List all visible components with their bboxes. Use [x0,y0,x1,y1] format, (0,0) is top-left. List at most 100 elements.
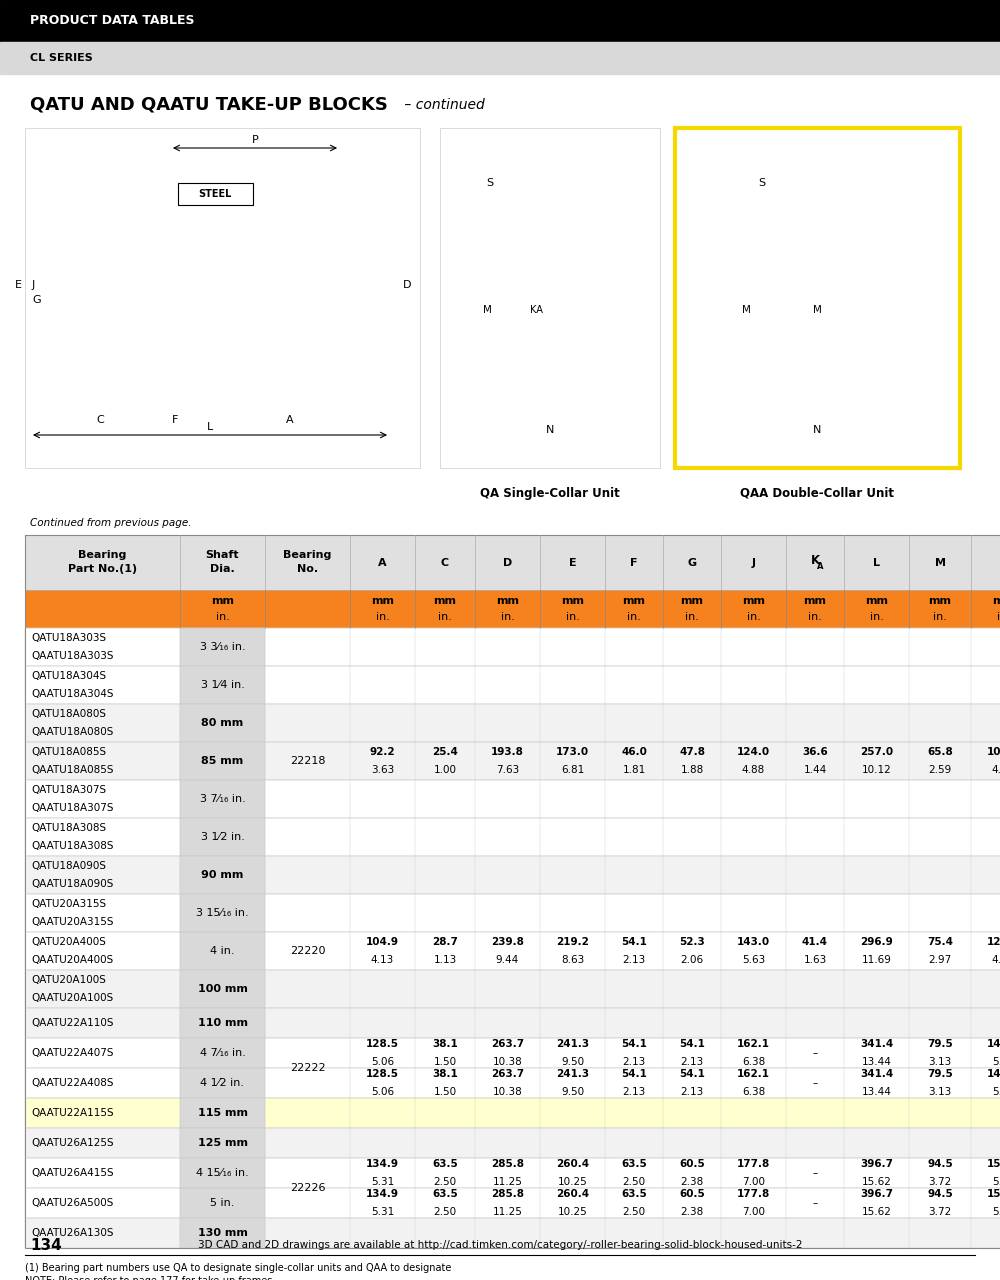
Text: 162.1: 162.1 [737,1069,770,1079]
Bar [25,818,1000,856]
Text: QAATU26A125S: QAATU26A125S [31,1138,114,1148]
Text: QATU18A307S: QATU18A307S [31,785,106,795]
Bar [180,1188,265,1219]
Bar [25,590,1000,628]
Text: P: P [252,134,258,145]
Text: 38.1: 38.1 [432,1069,458,1079]
Text: Bearing: Bearing [283,550,332,561]
Text: G: G [32,294,41,305]
Text: 6.38: 6.38 [742,1057,765,1068]
Text: QAATU18A085S: QAATU18A085S [31,765,114,774]
Bar [180,780,265,818]
Text: 177.8: 177.8 [737,1189,770,1199]
Text: 5.94: 5.94 [992,1178,1000,1187]
Bar [440,128,660,468]
Text: 341.4: 341.4 [860,1069,893,1079]
Text: mm: mm [496,596,519,605]
Bar [25,970,1000,1009]
Text: 65.8: 65.8 [927,748,953,756]
Text: 10.25: 10.25 [558,1207,587,1217]
Text: 134: 134 [30,1238,62,1253]
Text: 54.1: 54.1 [679,1039,705,1050]
Text: QATU20A100S: QATU20A100S [31,975,106,986]
Bar [180,704,265,742]
Bar [675,128,960,468]
Text: 4.79: 4.79 [992,955,1000,965]
Text: N: N [999,558,1000,567]
Text: 3.13: 3.13 [928,1087,952,1097]
Text: M: M [813,305,821,315]
Bar [25,932,1000,970]
Bar [180,666,265,704]
Text: 1.50: 1.50 [433,1087,457,1097]
Text: 85 mm: 85 mm [201,756,244,765]
Text: 11.25: 11.25 [493,1207,522,1217]
Text: 260.4: 260.4 [556,1158,589,1169]
Text: mm: mm [804,596,826,605]
Text: 22226: 22226 [290,1183,325,1193]
Bar [25,1158,1000,1188]
Text: 4.88: 4.88 [742,765,765,774]
Text: 162.1: 162.1 [737,1039,770,1050]
Text: 107.2: 107.2 [987,748,1000,756]
Text: mm: mm [742,596,765,605]
Text: 5.31: 5.31 [371,1207,394,1217]
Text: 260.4: 260.4 [556,1189,589,1199]
Text: 80 mm: 80 mm [201,718,244,728]
Bar [25,1098,1000,1128]
Text: in.: in. [376,612,389,622]
Text: QAATU18A090S: QAATU18A090S [31,879,113,890]
Text: 9.50: 9.50 [561,1087,584,1097]
Text: C: C [441,558,449,567]
Text: 7.00: 7.00 [742,1178,765,1187]
Text: QAATU18A308S: QAATU18A308S [31,841,114,851]
Text: 63.5: 63.5 [432,1189,458,1199]
Text: 2.13: 2.13 [622,1057,646,1068]
Text: in.: in. [438,612,452,622]
Text: 128.5: 128.5 [366,1039,399,1050]
Text: F: F [172,415,178,425]
Text: D: D [503,558,512,567]
Text: 15.62: 15.62 [862,1207,891,1217]
Text: QAATU26A130S: QAATU26A130S [31,1228,114,1238]
Text: 10.38: 10.38 [493,1057,522,1068]
Text: 5 in.: 5 in. [210,1198,235,1208]
Text: 193.8: 193.8 [491,748,524,756]
Bar [25,1068,1000,1098]
Text: 54.1: 54.1 [621,937,647,947]
Text: 9.44: 9.44 [496,955,519,965]
Text: A: A [817,562,823,571]
Text: 7.63: 7.63 [496,765,519,774]
Text: 241.3: 241.3 [556,1069,589,1079]
Bar [180,1009,265,1038]
Text: 5.94: 5.94 [992,1207,1000,1217]
Text: 1.13: 1.13 [433,955,457,965]
Text: Dia.: Dia. [210,564,235,575]
Text: 10.38: 10.38 [493,1087,522,1097]
Bar [180,742,265,780]
Text: in.: in. [501,612,514,622]
Text: QATU18A303S: QATU18A303S [31,634,106,643]
Text: 6.38: 6.38 [742,1087,765,1097]
Text: 285.8: 285.8 [491,1158,524,1169]
Text: 5.66: 5.66 [992,1087,1000,1097]
Text: in.: in. [747,612,760,622]
Text: 5.63: 5.63 [742,955,765,965]
Bar [0,42,1000,74]
Text: 257.0: 257.0 [860,748,893,756]
Text: 150.9: 150.9 [987,1158,1000,1169]
Text: A: A [286,415,294,425]
Text: 3 7⁄₁₆ in.: 3 7⁄₁₆ in. [200,794,245,804]
Text: 9.50: 9.50 [561,1057,584,1068]
Text: QATU18A090S: QATU18A090S [31,861,106,870]
Text: 92.2: 92.2 [370,748,395,756]
Text: mm: mm [371,596,394,605]
Text: 11.69: 11.69 [862,955,891,965]
Text: in.: in. [997,612,1000,622]
Text: QAATU18A303S: QAATU18A303S [31,652,114,660]
Text: 4 7⁄₁₆ in.: 4 7⁄₁₆ in. [200,1048,245,1059]
Text: 4.13: 4.13 [371,955,394,965]
Text: 110 mm: 110 mm [198,1018,248,1028]
Text: D: D [403,280,412,291]
Text: A: A [378,558,387,567]
